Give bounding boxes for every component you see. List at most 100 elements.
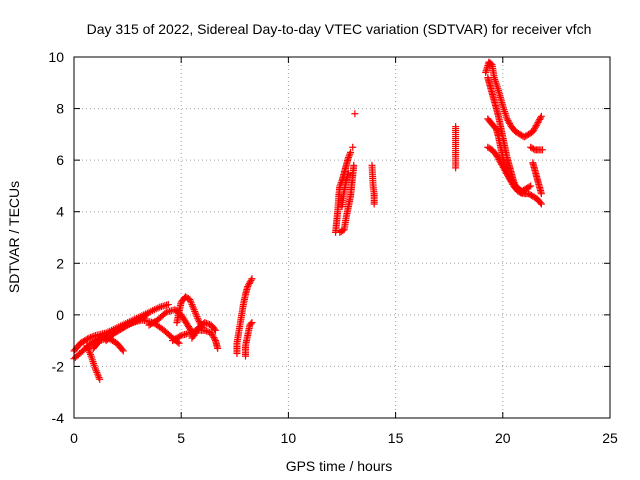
data-point xyxy=(501,166,509,174)
data-point xyxy=(143,311,151,319)
data-point xyxy=(494,154,502,162)
x-tick-label: 25 xyxy=(602,430,618,446)
data-point xyxy=(84,345,92,353)
data-point xyxy=(208,330,216,338)
data-point xyxy=(94,372,102,380)
data-point xyxy=(245,281,253,289)
data-point xyxy=(499,163,507,171)
data-point xyxy=(506,120,514,128)
data-point xyxy=(500,106,508,114)
data-point xyxy=(505,118,513,126)
plot-frame xyxy=(73,56,611,419)
data-point xyxy=(493,81,501,89)
data-point xyxy=(89,358,97,366)
data-point xyxy=(537,190,545,198)
data-point xyxy=(91,365,99,373)
x-tick-label: 20 xyxy=(495,430,511,446)
data-point xyxy=(351,110,359,118)
data-point xyxy=(93,368,101,376)
data-point xyxy=(490,74,498,82)
x-tick-label: 10 xyxy=(281,430,297,446)
data-point xyxy=(191,307,199,315)
data-point xyxy=(191,309,199,317)
x-axis-label: GPS time / hours xyxy=(286,458,393,474)
data-point xyxy=(345,152,353,160)
y-tick-label: 0 xyxy=(56,307,64,323)
data-point xyxy=(189,304,197,312)
data-point xyxy=(186,295,194,303)
data-point xyxy=(499,104,507,112)
data-point xyxy=(201,319,209,327)
data-point xyxy=(452,164,460,172)
data-point xyxy=(211,335,219,343)
data-point xyxy=(248,319,256,327)
data-point xyxy=(497,159,505,167)
data-point xyxy=(500,165,508,173)
data-point xyxy=(95,374,103,382)
data-point xyxy=(492,151,500,159)
data-point xyxy=(536,199,544,207)
data-point xyxy=(246,278,254,286)
data-point xyxy=(525,183,533,191)
data-point xyxy=(83,342,91,350)
data-point xyxy=(498,162,506,170)
data-point xyxy=(495,156,503,164)
data-point xyxy=(538,146,546,154)
data-point xyxy=(499,102,507,110)
data-point xyxy=(530,126,538,134)
data-point xyxy=(126,319,134,327)
data-point xyxy=(346,150,354,158)
data-point xyxy=(496,157,504,165)
data-point xyxy=(188,301,196,309)
data-point xyxy=(204,320,212,328)
data-point xyxy=(84,344,92,352)
data-point xyxy=(537,200,545,208)
y-tick-label: 10 xyxy=(48,49,64,65)
grid xyxy=(74,57,610,418)
data-point xyxy=(118,346,126,354)
data-point xyxy=(86,349,94,357)
data-point xyxy=(202,319,210,327)
axis-ticks: 0 5 10 15 20 25 -4 -2 0 2 4 6 8 10 xyxy=(48,49,618,446)
data-point xyxy=(209,332,217,340)
data-point xyxy=(192,311,200,319)
data-point xyxy=(536,115,544,123)
data-point xyxy=(86,350,94,358)
data-point xyxy=(85,334,93,342)
data-point xyxy=(186,297,194,305)
data-point xyxy=(349,143,357,151)
data-point xyxy=(493,153,501,161)
data-point xyxy=(247,276,255,284)
data-point xyxy=(501,109,509,117)
data-point xyxy=(344,169,352,177)
data-point xyxy=(164,301,172,309)
y-tick-label: -2 xyxy=(52,358,65,374)
data-point xyxy=(210,334,218,342)
data-point xyxy=(193,313,201,321)
data-point xyxy=(201,326,209,334)
data-point xyxy=(537,114,545,122)
data-point xyxy=(194,314,202,322)
data-point xyxy=(527,182,535,190)
data-point xyxy=(175,339,183,347)
data-point xyxy=(92,367,100,375)
data-point xyxy=(350,161,358,169)
data-point xyxy=(504,171,512,179)
data-point xyxy=(84,335,92,343)
data-point xyxy=(347,148,355,156)
data-point xyxy=(214,344,222,352)
data-point xyxy=(494,85,502,93)
data-point xyxy=(248,275,256,283)
data-point xyxy=(529,128,537,136)
chart-title: Day 315 of 2022, Sidereal Day-to-day VTE… xyxy=(87,21,592,37)
data-point xyxy=(532,122,540,130)
data-point xyxy=(503,170,511,178)
data-point xyxy=(531,123,539,131)
data-point xyxy=(498,160,506,168)
x-tick-label: 0 xyxy=(70,430,78,446)
data-points xyxy=(70,58,546,383)
data-point xyxy=(204,328,212,336)
x-tick-label: 5 xyxy=(177,430,185,446)
data-point xyxy=(503,115,511,123)
